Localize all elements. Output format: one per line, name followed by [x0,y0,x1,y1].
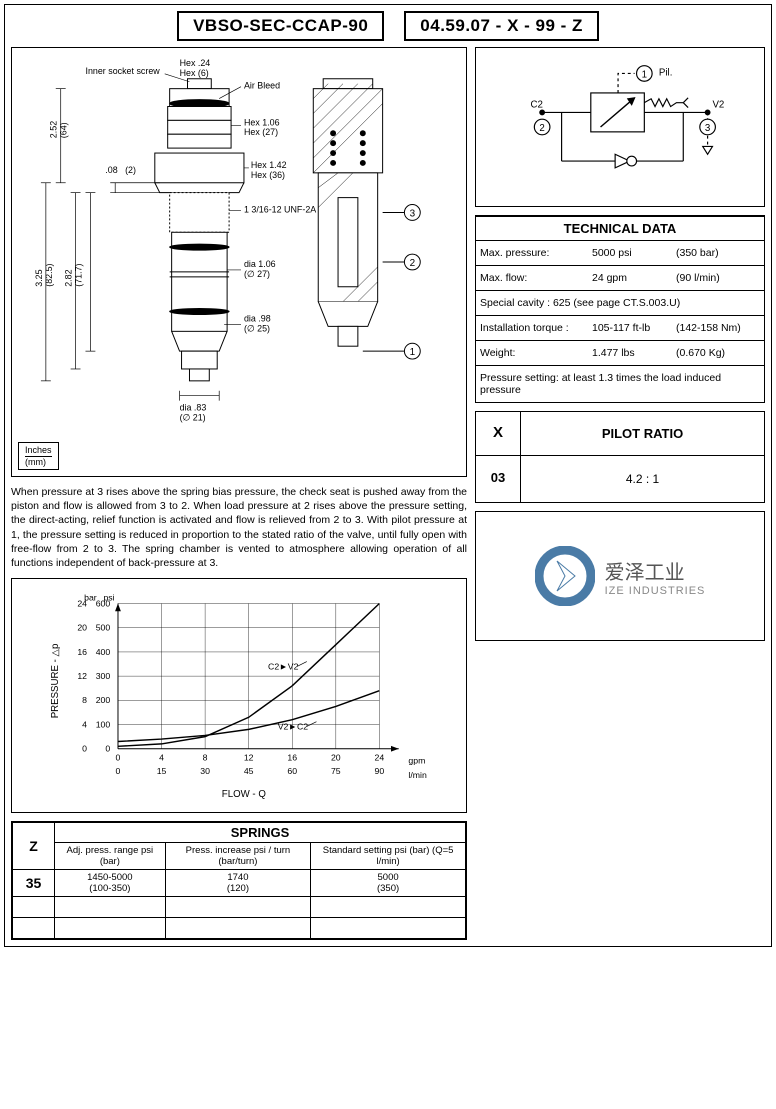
svg-text:C2: C2 [530,100,542,111]
technical-data-panel: TECHNICAL DATA Max. pressure:5000 psi(35… [475,215,765,403]
svg-text:(64): (64) [59,122,69,138]
svg-text:45: 45 [244,766,254,776]
description-text: When pressure at 3 rises above the sprin… [11,485,467,570]
svg-text:l/min: l/min [408,770,427,780]
svg-text:Hex 1.42: Hex 1.42 [251,160,287,170]
valve-outline [155,79,244,381]
svg-text:60: 60 [287,766,297,776]
svg-text:(∅ 27): (∅ 27) [244,269,270,279]
svg-text:12: 12 [244,752,254,762]
svg-text:3: 3 [705,123,710,134]
svg-text:(∅ 21): (∅ 21) [180,412,206,422]
svg-text:0: 0 [82,744,87,754]
svg-text:gpm: gpm [408,755,425,765]
svg-text:dia 1.06: dia 1.06 [244,259,276,269]
ize-logo-icon [535,546,595,606]
svg-text:2.52: 2.52 [49,121,59,138]
svg-text:75: 75 [331,766,341,776]
svg-text:1: 1 [410,347,416,358]
svg-text:(∅ 25): (∅ 25) [244,323,270,333]
flow-pressure-chart: 0041583012451660207524900010042008300124… [11,578,467,813]
svg-text:8: 8 [82,695,87,705]
svg-text:16: 16 [287,752,297,762]
unit-legend: Inches (mm) [18,442,59,470]
svg-text:.08: .08 [105,165,117,175]
svg-text:Hex .24: Hex .24 [180,58,211,68]
svg-text:500: 500 [96,623,111,633]
svg-text:2: 2 [539,123,544,134]
svg-text:1: 1 [642,69,647,80]
svg-text:200: 200 [96,695,111,705]
svg-text:12: 12 [77,671,87,681]
svg-text:0: 0 [116,752,121,762]
svg-text:Air Bleed: Air Bleed [244,81,280,91]
svg-text:FLOW - Q: FLOW - Q [222,789,267,800]
svg-text:300: 300 [96,671,111,681]
valve-drawing: 3 2 1 [18,54,460,470]
svg-text:3: 3 [410,208,416,219]
svg-text:Hex (27): Hex (27) [244,127,278,137]
svg-text:dia .83: dia .83 [180,403,207,413]
schematic-panel: 1 Pil. 2 C2 3 V2 [475,47,765,207]
svg-text:1 3/16-12 UNF-2A: 1 3/16-12 UNF-2A [244,204,316,214]
svg-text:20: 20 [331,752,341,762]
logo-name: 爱泽工业 [605,556,706,585]
header: VBSO-SEC-CCAP-90 04.59.07 - X - 99 - Z [11,11,765,41]
svg-text:0: 0 [105,744,110,754]
svg-text:bar: bar [84,593,97,603]
svg-text:4: 4 [159,752,164,762]
svg-text:100: 100 [96,719,111,729]
svg-text:8: 8 [203,752,208,762]
code-box: 04.59.07 - X - 99 - Z [404,11,599,41]
logo-panel: 爱泽工业 IZE INDUSTRIES [475,511,765,641]
model-box: VBSO-SEC-CCAP-90 [177,11,384,41]
logo-sub: IZE INDUSTRIES [605,585,706,597]
pilot-ratio-panel: X PILOT RATIO 03 4.2 : 1 [475,411,765,503]
svg-text:psi: psi [103,593,114,603]
svg-text:4: 4 [82,719,87,729]
svg-text:PRESSURE - △p: PRESSURE - △p [50,644,61,719]
svg-text:90: 90 [375,766,385,776]
valve-cross-section [313,79,382,346]
springs-panel: ZSPRINGSAdj. press. range psi (bar)Press… [11,821,467,940]
svg-text:V2►C2: V2►C2 [278,721,309,731]
svg-text:C2►V2: C2►V2 [268,661,299,671]
svg-text:Hex (6): Hex (6) [180,68,209,78]
svg-text:V2: V2 [712,100,724,111]
svg-text:20: 20 [77,623,87,633]
svg-text:16: 16 [77,647,87,657]
svg-text:2: 2 [410,258,416,269]
svg-text:Pil.: Pil. [659,67,673,78]
svg-text:Inner socket screw: Inner socket screw [85,66,160,76]
svg-text:(71.7): (71.7) [74,263,84,286]
svg-text:400: 400 [96,647,111,657]
svg-text:Hex 1.06: Hex 1.06 [244,117,280,127]
svg-text:(82.5): (82.5) [44,263,54,286]
svg-text:3.25: 3.25 [34,269,44,286]
datasheet-page: VBSO-SEC-CCAP-90 04.59.07 - X - 99 - Z [4,4,772,947]
svg-text:dia .98: dia .98 [244,313,271,323]
svg-text:(2): (2) [125,165,136,175]
drawing-panel: 3 2 1 [11,47,467,477]
svg-text:2.82: 2.82 [64,269,74,286]
svg-text:Hex (36): Hex (36) [251,170,285,180]
svg-text:15: 15 [157,766,167,776]
svg-text:30: 30 [200,766,210,776]
svg-text:24: 24 [375,752,385,762]
svg-text:0: 0 [116,766,121,776]
